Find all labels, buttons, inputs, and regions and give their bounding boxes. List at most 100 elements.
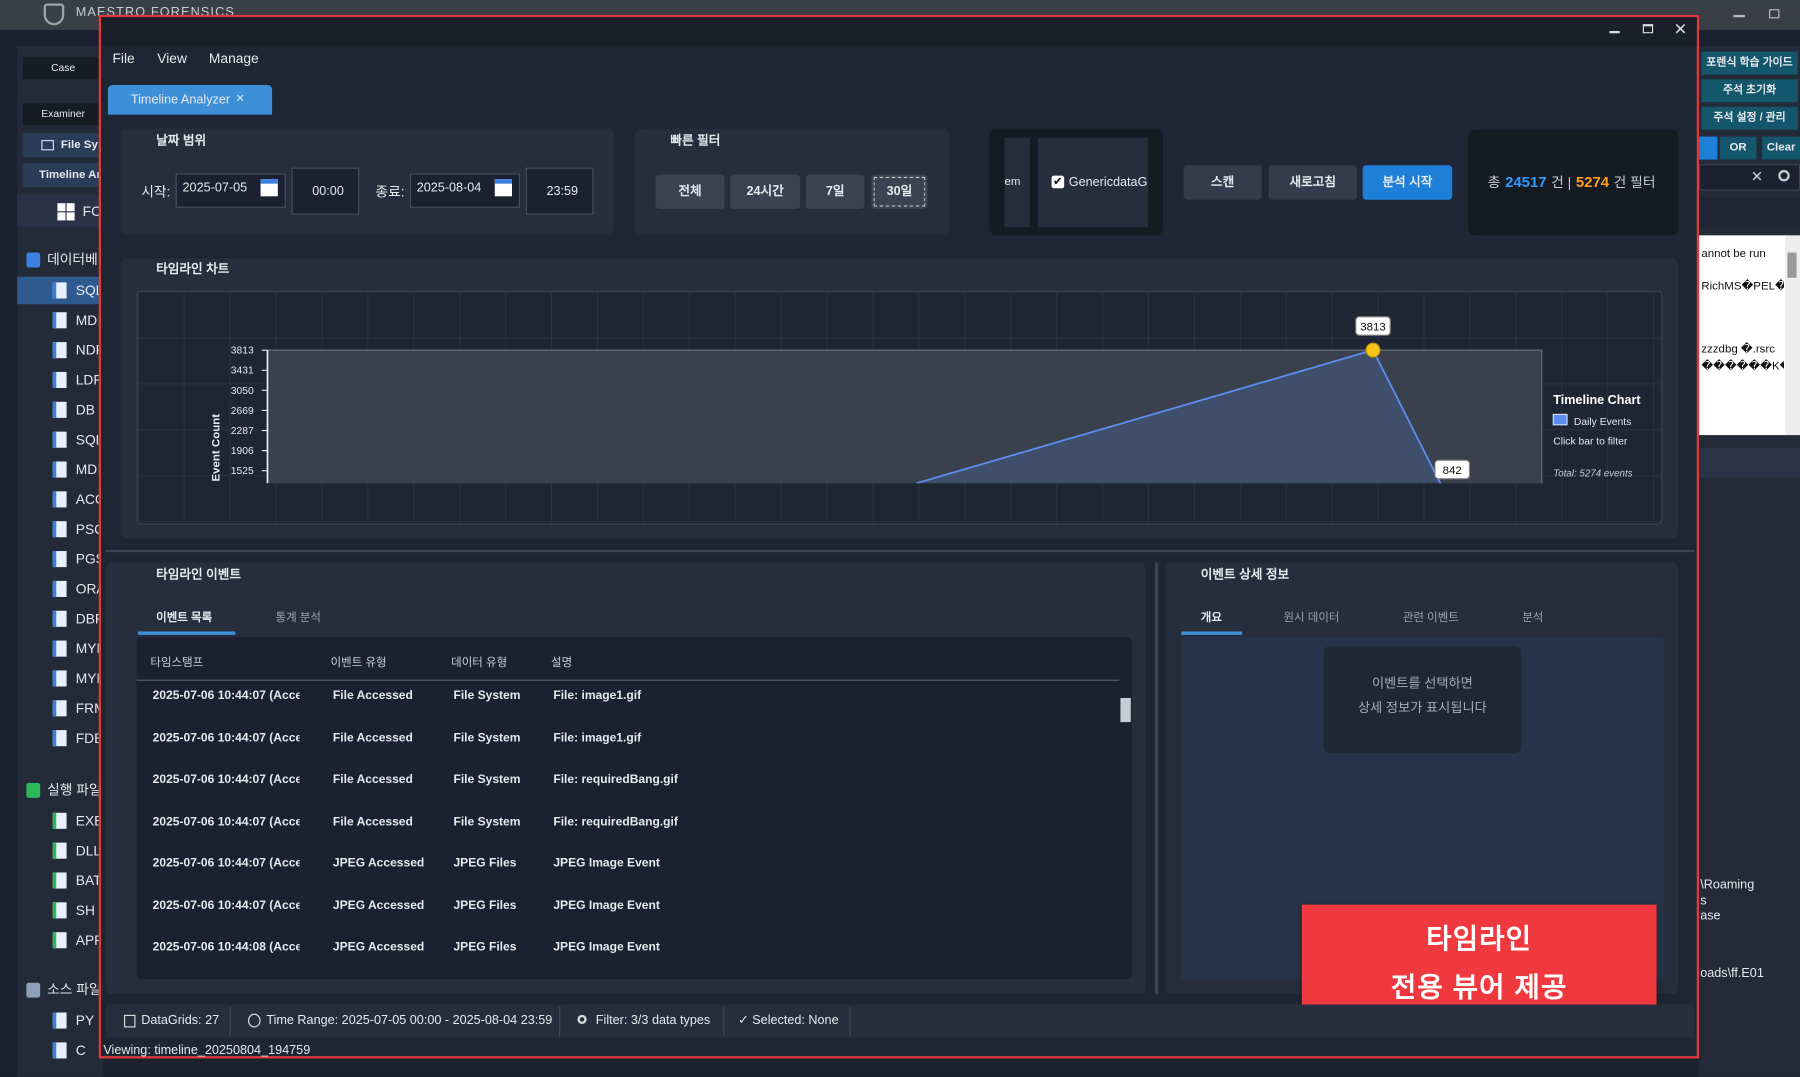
file-type[interactable]: MDI <box>75 461 102 478</box>
action-button[interactable]: 분석 시작 <box>1362 165 1453 200</box>
event-cell[interactable]: File System <box>453 772 521 787</box>
events-tab[interactable]: 이벤트 목록 <box>156 611 213 625</box>
event-cell[interactable]: File Accessed <box>332 814 413 829</box>
minimize-icon[interactable] <box>1733 14 1745 18</box>
action-button[interactable]: 스캔 <box>1183 165 1262 200</box>
event-cell[interactable]: 2025-07-06 10:44:07 (Acces <box>152 898 300 913</box>
file-type[interactable]: MDI <box>75 312 102 329</box>
quick-filter-label[interactable]: 30일 <box>886 184 913 199</box>
event-cell[interactable]: File Accessed <box>332 772 413 787</box>
operator-label[interactable]: Clear <box>1766 141 1796 154</box>
event-cell[interactable]: JPEG Image Event <box>553 940 660 954</box>
sidebar-button-label[interactable]: Examiner <box>41 107 85 120</box>
calendar-icon[interactable] <box>260 179 278 197</box>
file-type[interactable]: DBF <box>75 610 104 627</box>
sidebar-tab-label[interactable]: Timeline An <box>39 168 104 182</box>
file-type[interactable]: SQL <box>75 431 104 448</box>
detail-tab[interactable]: 개요 <box>1200 611 1222 625</box>
analyzer-tab-close[interactable]: ✕ <box>235 92 245 106</box>
file-type[interactable]: ORA <box>75 580 106 597</box>
event-cell[interactable]: File: requiredBang.gif <box>553 814 678 829</box>
file-type[interactable]: APP <box>75 932 104 949</box>
operator-label[interactable]: OR <box>1729 141 1747 154</box>
event-cell[interactable]: 2025-07-06 10:44:07 (Acces <box>152 730 300 745</box>
event-cell[interactable]: JPEG Accessed <box>332 898 425 913</box>
column-header[interactable]: 데이터 유형 <box>451 656 508 670</box>
event-cell[interactable]: 2025-07-06 10:44:07 (Acces <box>152 814 300 829</box>
file-type[interactable]: C <box>75 1042 86 1059</box>
event-cell[interactable]: File Accessed <box>332 688 413 703</box>
event-cell[interactable]: 2025-07-06 10:44:08 (Acces <box>152 940 300 954</box>
quick-filter-label[interactable]: 7일 <box>825 184 845 199</box>
file-type[interactable]: BAT <box>75 872 102 889</box>
sidebar-tab[interactable]: Timeline An <box>22 163 104 188</box>
column-header[interactable]: 타임스탬프 <box>150 656 204 670</box>
analyzer-tab[interactable] <box>107 84 273 115</box>
file-type[interactable]: SQL <box>75 282 104 299</box>
file-type[interactable]: LDF <box>75 371 102 389</box>
search-icon[interactable] <box>1778 169 1790 182</box>
date-value[interactable]: 2025-08-04 <box>416 181 482 196</box>
event-cell[interactable]: 2025-07-06 10:44:07 (Acces <box>152 772 300 787</box>
events-tab[interactable]: 통계 분석 <box>275 611 321 625</box>
checkbox[interactable]: ✔ <box>1051 175 1065 189</box>
menu-item[interactable]: File <box>112 50 135 67</box>
guide-button[interactable]: 포렌식 학습 가이드 <box>1701 51 1798 75</box>
guide-button-label[interactable]: 포렌식 학습 가이드 <box>1706 56 1793 69</box>
quick-filter-button[interactable]: 24시간 <box>730 174 801 209</box>
sidebar-button[interactable]: Case <box>22 57 104 80</box>
operator-button[interactable]: Clear <box>1762 136 1800 160</box>
file-type[interactable]: DLL <box>75 842 102 859</box>
menu-item[interactable]: Manage <box>208 50 259 67</box>
sidebar-button[interactable]: Examiner <box>22 103 104 126</box>
file-type[interactable]: DB | <box>75 401 103 418</box>
detail-tab[interactable]: 분석 <box>1522 611 1544 625</box>
event-cell[interactable]: JPEG Image Event <box>553 898 660 913</box>
sidebar-button-label[interactable]: Case <box>51 61 76 74</box>
group-label[interactable]: 실행 파일 <box>47 781 102 798</box>
window-minimize[interactable] <box>1609 30 1620 34</box>
operator-button[interactable]: OR <box>1719 136 1757 160</box>
action-label[interactable]: 스캔 <box>1210 175 1235 190</box>
clear-icon[interactable]: ✕ <box>1750 167 1764 185</box>
file-type[interactable]: MYI <box>75 670 101 687</box>
guide-button-label[interactable]: 주석 설정 / 관리 <box>1713 111 1786 124</box>
group-label[interactable]: 소스 파일 <box>47 981 102 998</box>
file-type[interactable]: PGS <box>75 551 105 568</box>
file-type[interactable]: SH <box>75 902 95 919</box>
quick-filter-button[interactable]: 전체 <box>655 174 725 209</box>
group-label[interactable]: 데이터베 <box>47 251 98 268</box>
action-label[interactable]: 새로고침 <box>1289 175 1336 190</box>
time-value[interactable]: 00:00 <box>312 184 344 199</box>
file-type[interactable]: PY <box>75 1012 95 1029</box>
file-type[interactable]: MYI <box>75 640 101 657</box>
event-cell[interactable]: File Accessed <box>332 730 413 745</box>
event-cell[interactable]: File System <box>453 814 521 829</box>
file-type[interactable]: NDF <box>75 342 105 359</box>
event-cell[interactable]: JPEG Files <box>453 856 517 871</box>
operator-button[interactable] <box>1699 136 1718 160</box>
detail-tab[interactable]: 관련 이벤트 <box>1402 611 1459 625</box>
event-cell[interactable]: JPEG Files <box>453 940 517 954</box>
file-type[interactable]: FRM <box>75 700 106 717</box>
window-maximize[interactable] <box>1642 24 1654 34</box>
guide-button[interactable]: 주석 설정 / 관리 <box>1701 106 1798 130</box>
file-type[interactable]: FDB <box>75 730 104 747</box>
window-close[interactable]: ✕ <box>1673 19 1688 38</box>
event-cell[interactable]: JPEG Accessed <box>332 940 425 954</box>
guide-button[interactable]: 주석 초기화 <box>1701 79 1798 103</box>
guide-button-label[interactable]: 주석 초기화 <box>1722 83 1777 97</box>
menu-item[interactable]: View <box>157 50 187 67</box>
file-type[interactable]: ACC <box>75 491 105 508</box>
event-cell[interactable]: JPEG Image Event <box>553 856 660 871</box>
quick-filter-label[interactable]: 24시간 <box>746 184 784 199</box>
event-cell[interactable]: 2025-07-06 10:44:07 (Acces <box>152 856 300 871</box>
restore-icon[interactable] <box>1769 9 1780 19</box>
date-value[interactable]: 2025-07-05 <box>182 181 248 196</box>
event-cell[interactable]: File: image1.gif <box>553 730 642 745</box>
time-input[interactable] <box>291 167 360 215</box>
quick-filter-button[interactable]: 7일 <box>805 174 865 209</box>
event-cell[interactable]: File: requiredBang.gif <box>553 772 678 787</box>
time-value[interactable]: 23:59 <box>546 184 579 199</box>
quick-filter-button[interactable]: 30일 <box>871 174 928 209</box>
